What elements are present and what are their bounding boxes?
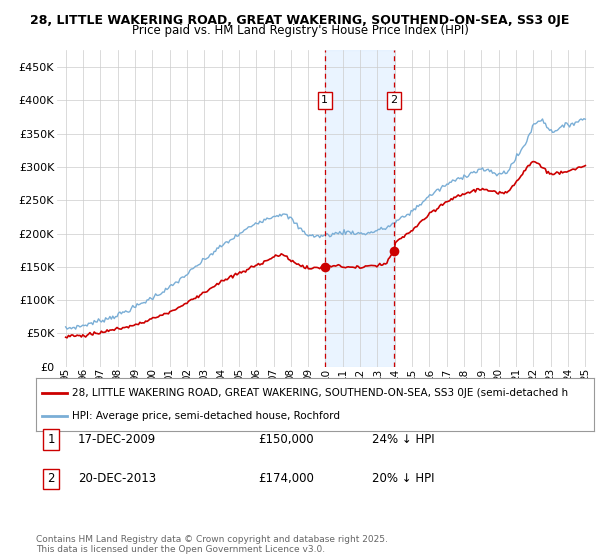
Text: Price paid vs. HM Land Registry's House Price Index (HPI): Price paid vs. HM Land Registry's House … — [131, 24, 469, 36]
Text: 17-DEC-2009: 17-DEC-2009 — [78, 433, 156, 446]
Text: 2: 2 — [391, 95, 398, 105]
Text: £150,000: £150,000 — [258, 433, 314, 446]
Text: 24% ↓ HPI: 24% ↓ HPI — [372, 433, 434, 446]
Text: 2: 2 — [47, 472, 55, 486]
Text: 28, LITTLE WAKERING ROAD, GREAT WAKERING, SOUTHEND-ON-SEA, SS3 0JE (semi-detache: 28, LITTLE WAKERING ROAD, GREAT WAKERING… — [72, 388, 568, 398]
Text: Contains HM Land Registry data © Crown copyright and database right 2025.
This d: Contains HM Land Registry data © Crown c… — [36, 535, 388, 554]
Text: 28, LITTLE WAKERING ROAD, GREAT WAKERING, SOUTHEND-ON-SEA, SS3 0JE: 28, LITTLE WAKERING ROAD, GREAT WAKERING… — [31, 14, 569, 27]
Text: 20-DEC-2013: 20-DEC-2013 — [78, 472, 156, 486]
Bar — [325, 50, 394, 367]
Text: 1: 1 — [322, 95, 328, 105]
Text: HPI: Average price, semi-detached house, Rochford: HPI: Average price, semi-detached house,… — [72, 411, 340, 421]
Text: 1: 1 — [47, 433, 55, 446]
Text: £174,000: £174,000 — [258, 472, 314, 486]
Text: 20% ↓ HPI: 20% ↓ HPI — [372, 472, 434, 486]
